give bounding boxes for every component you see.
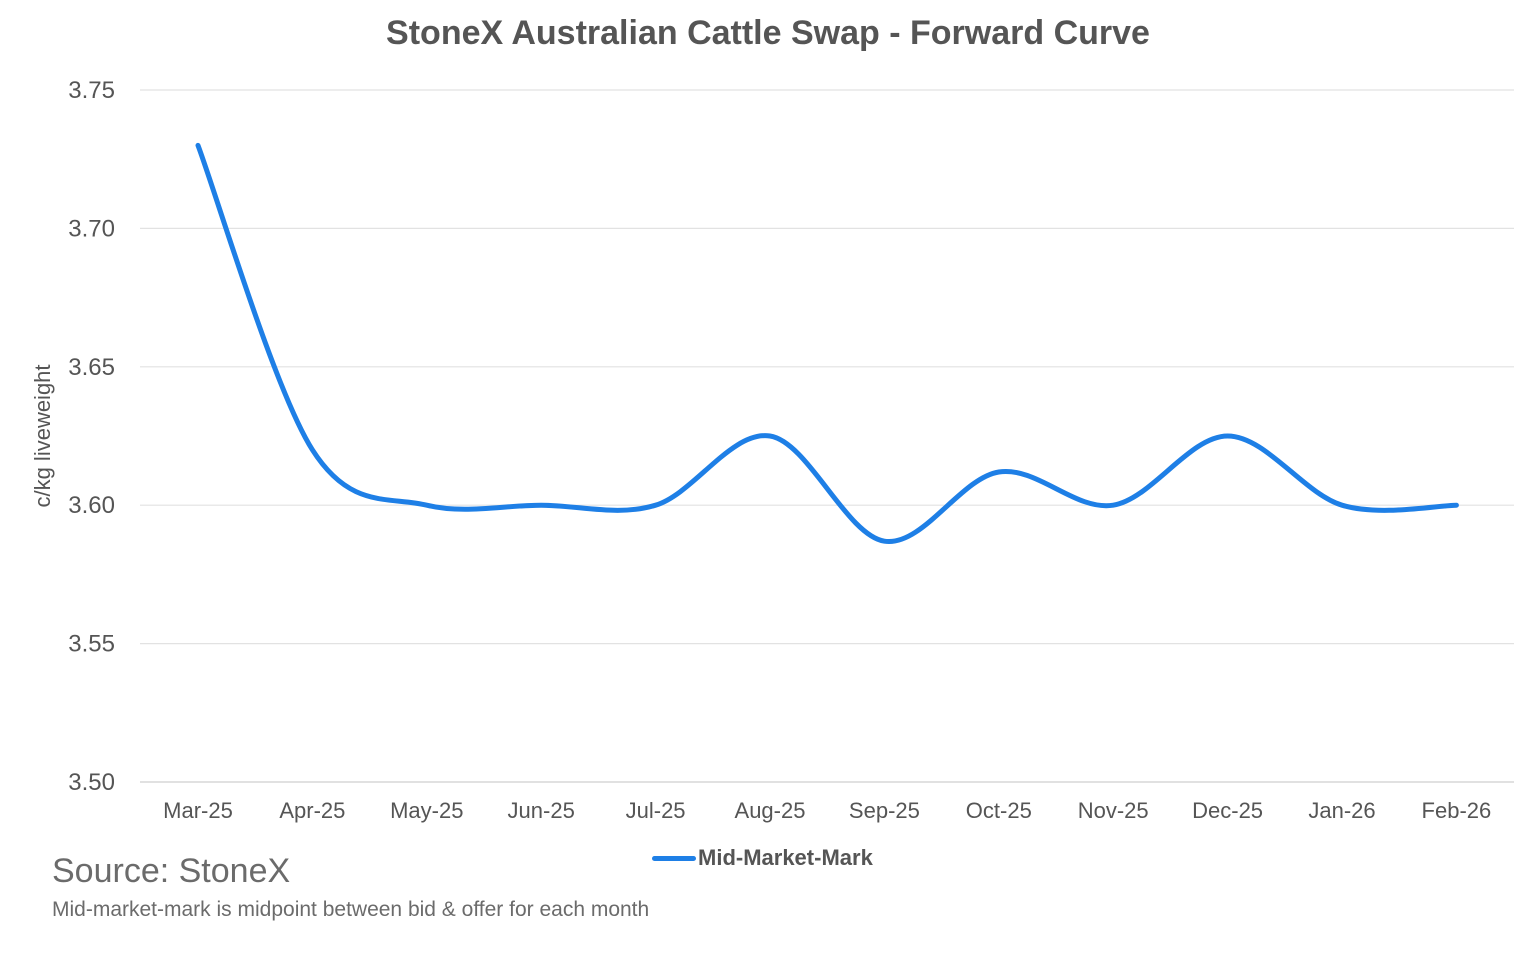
- y-tick-label: 3.50: [68, 769, 115, 796]
- y-tick-label: 3.60: [68, 492, 115, 519]
- x-tick-label: Nov-25: [1078, 798, 1149, 823]
- y-axis-label: c/kg liveweight: [30, 364, 55, 507]
- x-tick-label: Sep-25: [849, 798, 920, 823]
- x-tick-label: Mar-25: [163, 798, 233, 823]
- x-tick-label: Jan-26: [1308, 798, 1375, 823]
- x-tick-label: Feb-26: [1422, 798, 1492, 823]
- y-tick-label: 3.75: [68, 77, 115, 104]
- x-tick-label: Apr-25: [279, 798, 345, 823]
- y-tick-label: 3.65: [68, 354, 115, 381]
- x-tick-label: Jul-25: [626, 798, 686, 823]
- chart-title: StoneX Australian Cattle Swap - Forward …: [386, 14, 1150, 52]
- x-tick-label: May-25: [390, 798, 463, 823]
- legend-swatch: [652, 855, 696, 861]
- series-line: [195, 142, 1459, 544]
- x-tick-label: Oct-25: [966, 798, 1032, 823]
- legend: Mid-Market-Mark: [652, 845, 873, 871]
- x-axis-ticks: Mar-25 Apr-25 May-25 Jun-25 Jul-25 Aug-25 Sep-…: [163, 798, 1491, 823]
- x-tick-label: Jun-25: [508, 798, 575, 823]
- y-tick-label: 3.55: [68, 631, 115, 658]
- x-tick-label: Aug-25: [735, 798, 806, 823]
- y-axis-ticks: 3.50 3.55 3.60 3.65 3.70 3.75: [68, 77, 115, 796]
- series-layer: [195, 142, 1459, 544]
- x-tick-label: Dec-25: [1192, 798, 1263, 823]
- gridlines: [140, 89, 1514, 783]
- y-tick-label: 3.70: [68, 215, 115, 242]
- footnote: Mid-market-mark is midpoint between bid …: [52, 898, 650, 921]
- legend-label: Mid-Market-Mark: [698, 845, 873, 870]
- source-label: Source: StoneX: [52, 852, 291, 890]
